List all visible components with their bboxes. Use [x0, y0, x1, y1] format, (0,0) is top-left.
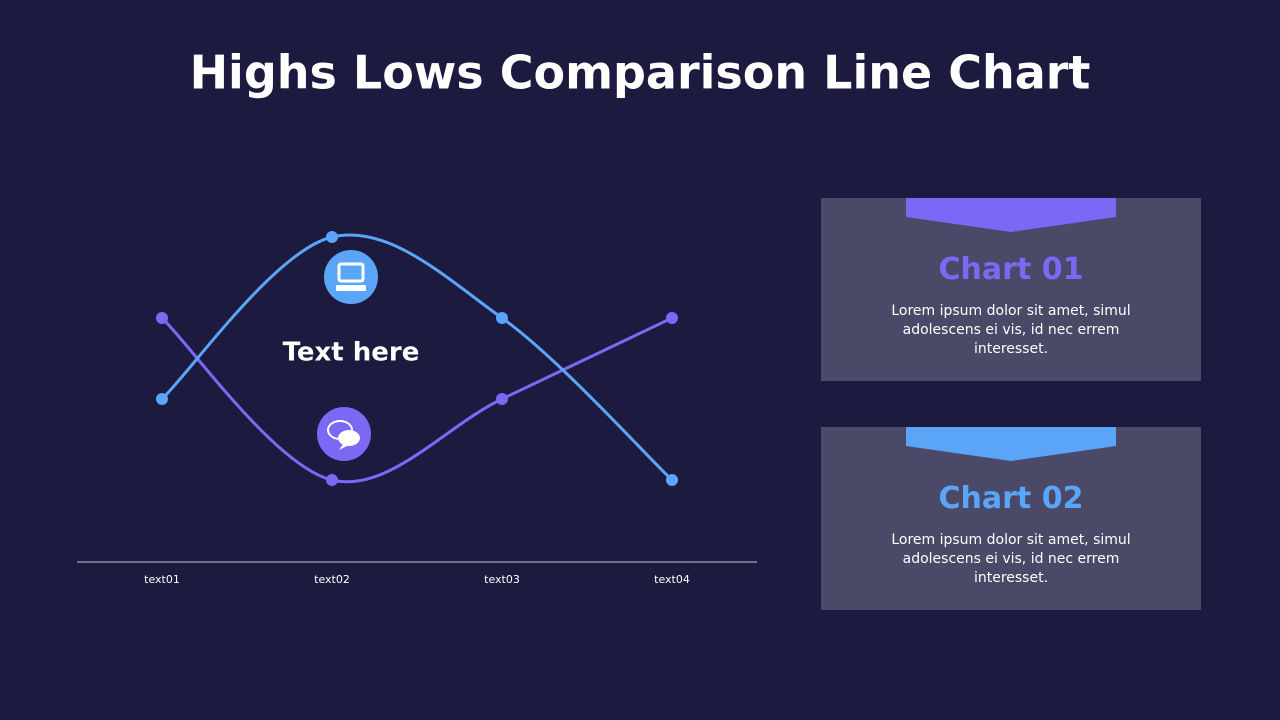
annotation: Text here [283, 338, 420, 368]
point [326, 474, 338, 486]
card-tab-shape [906, 198, 1116, 232]
card-description: Lorem ipsum dolor sit amet, simul adoles… [891, 532, 1131, 586]
series-layer [156, 231, 678, 486]
card-tab-shape [906, 427, 1116, 461]
line [160, 316, 673, 484]
icon-computer [324, 250, 378, 304]
x-tick-label: text01 [144, 573, 180, 586]
legend-label: Chart 02 [938, 481, 1084, 516]
point [156, 393, 168, 405]
legend-label: Chart 01 [938, 252, 1084, 287]
point [326, 231, 338, 243]
icon-chat [317, 407, 371, 461]
point [496, 393, 508, 405]
x-tick-label: text04 [654, 573, 690, 586]
legend-card: Chart 02 Lorem ipsum dolor sit amet, sim… [821, 427, 1201, 610]
line [160, 233, 674, 482]
card-tab [906, 198, 1116, 232]
point [666, 474, 678, 486]
point [666, 312, 678, 324]
x-tick-label: text03 [484, 573, 520, 586]
card-tab [906, 427, 1116, 461]
point [496, 312, 508, 324]
point [156, 312, 168, 324]
chart-title: Highs Lows Comparison Line Chart [190, 46, 1091, 100]
x-tick-label: text02 [314, 573, 350, 586]
card-description: Lorem ipsum dolor sit amet, simul adoles… [891, 303, 1131, 357]
legend-card: Chart 01 Lorem ipsum dolor sit amet, sim… [821, 198, 1201, 381]
